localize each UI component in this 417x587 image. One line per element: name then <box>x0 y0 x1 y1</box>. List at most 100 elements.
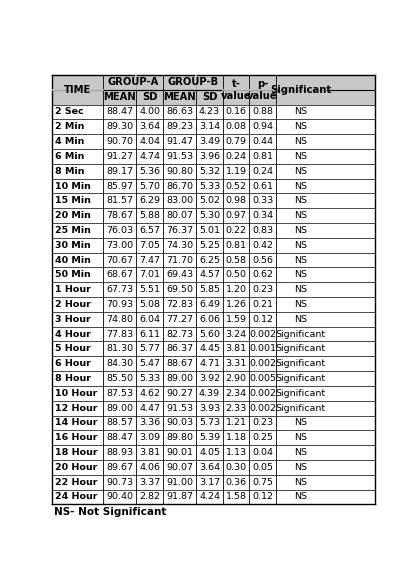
Text: 10 Hour: 10 Hour <box>55 389 97 398</box>
Text: 6 Hour: 6 Hour <box>55 359 90 368</box>
Text: 10 Min: 10 Min <box>55 181 90 191</box>
Text: 2.34: 2.34 <box>226 389 246 398</box>
Text: 4.39: 4.39 <box>199 389 220 398</box>
Text: 91.87: 91.87 <box>166 492 193 501</box>
Text: 82.73: 82.73 <box>166 329 193 339</box>
Text: 86.63: 86.63 <box>166 107 193 116</box>
Text: 69.43: 69.43 <box>166 271 193 279</box>
Text: 6.04: 6.04 <box>139 315 160 324</box>
Text: NS- Not Significant: NS- Not Significant <box>54 507 166 517</box>
Text: 88.47: 88.47 <box>106 107 133 116</box>
Text: 5.77: 5.77 <box>139 345 160 353</box>
Bar <box>52 297 375 312</box>
Text: 5.01: 5.01 <box>199 226 220 235</box>
Text: 3.36: 3.36 <box>139 419 161 427</box>
Text: 0.12: 0.12 <box>252 315 273 324</box>
Text: 0.21: 0.21 <box>252 300 273 309</box>
Text: 81.30: 81.30 <box>106 345 133 353</box>
Text: 6.11: 6.11 <box>139 329 160 339</box>
Text: 85.97: 85.97 <box>106 181 133 191</box>
Text: 0.12: 0.12 <box>252 492 273 501</box>
Text: 5.85: 5.85 <box>199 285 220 294</box>
Text: 50 Min: 50 Min <box>55 271 90 279</box>
Text: Significant: Significant <box>276 329 326 339</box>
Text: 0.79: 0.79 <box>226 137 246 146</box>
Text: 0.58: 0.58 <box>226 255 246 265</box>
Bar <box>52 386 375 401</box>
Text: 5.02: 5.02 <box>199 196 220 205</box>
Text: 90.27: 90.27 <box>166 389 193 398</box>
Text: 7.01: 7.01 <box>139 271 160 279</box>
Text: NS: NS <box>294 478 307 487</box>
Text: 87.53: 87.53 <box>106 389 133 398</box>
Text: NS: NS <box>294 448 307 457</box>
Text: 0.83: 0.83 <box>252 226 273 235</box>
Text: 6.57: 6.57 <box>139 226 160 235</box>
Text: 0.88: 0.88 <box>252 107 273 116</box>
Text: 30 Min: 30 Min <box>55 241 90 249</box>
Text: 70.93: 70.93 <box>106 300 133 309</box>
Text: 16 Hour: 16 Hour <box>55 433 97 442</box>
Text: 2.82: 2.82 <box>139 492 160 501</box>
Text: 5.60: 5.60 <box>199 329 220 339</box>
Text: 0.61: 0.61 <box>252 181 273 191</box>
Text: GROUP-B: GROUP-B <box>167 77 219 87</box>
Text: 90.80: 90.80 <box>166 167 193 176</box>
Text: 0.94: 0.94 <box>252 122 273 131</box>
Bar <box>52 475 375 490</box>
Text: 0.56: 0.56 <box>252 255 273 265</box>
Text: GROUP-A: GROUP-A <box>108 77 159 87</box>
Bar <box>52 119 375 134</box>
Text: 0.42: 0.42 <box>252 241 273 249</box>
Bar <box>52 401 375 416</box>
Bar <box>52 75 375 90</box>
Text: 20 Min: 20 Min <box>55 211 90 220</box>
Text: 89.17: 89.17 <box>106 167 133 176</box>
Text: 0.22: 0.22 <box>226 226 246 235</box>
Text: 70.67: 70.67 <box>106 255 133 265</box>
Text: 1 Hour: 1 Hour <box>55 285 90 294</box>
Text: 7.47: 7.47 <box>139 255 160 265</box>
Bar <box>52 178 375 193</box>
Text: NS: NS <box>294 152 307 161</box>
Text: 0.23: 0.23 <box>252 285 273 294</box>
Text: 4 Min: 4 Min <box>55 137 84 146</box>
Text: 2.33: 2.33 <box>225 404 246 413</box>
Text: 25 Min: 25 Min <box>55 226 90 235</box>
Bar <box>52 371 375 386</box>
Text: 89.23: 89.23 <box>166 122 193 131</box>
Bar <box>52 252 375 268</box>
Text: 0.08: 0.08 <box>226 122 246 131</box>
Bar <box>52 164 375 178</box>
Text: 90.03: 90.03 <box>166 419 193 427</box>
Bar <box>52 342 375 356</box>
Text: SD: SD <box>142 92 158 102</box>
Text: 18 Hour: 18 Hour <box>55 448 97 457</box>
Text: 0.52: 0.52 <box>226 181 246 191</box>
Text: 90.01: 90.01 <box>166 448 193 457</box>
Bar <box>52 356 375 371</box>
Bar <box>52 282 375 297</box>
Text: 5.36: 5.36 <box>139 167 160 176</box>
Text: 1.59: 1.59 <box>226 315 246 324</box>
Text: 88.57: 88.57 <box>106 419 133 427</box>
Bar <box>52 312 375 327</box>
Text: 84.30: 84.30 <box>106 359 133 368</box>
Text: NS: NS <box>294 137 307 146</box>
Text: Significant: Significant <box>276 389 326 398</box>
Bar <box>52 223 375 238</box>
Text: 22 Hour: 22 Hour <box>55 478 97 487</box>
Text: 0.005: 0.005 <box>249 374 276 383</box>
Text: 90.73: 90.73 <box>106 478 133 487</box>
Text: MEAN: MEAN <box>103 92 136 102</box>
Text: 5.33: 5.33 <box>199 181 220 191</box>
Text: 0.04: 0.04 <box>252 448 273 457</box>
Bar <box>52 134 375 149</box>
Text: 0.75: 0.75 <box>252 478 273 487</box>
Text: 76.03: 76.03 <box>106 226 133 235</box>
Text: 0.002: 0.002 <box>249 329 276 339</box>
Text: 91.53: 91.53 <box>166 404 193 413</box>
Text: 24 Hour: 24 Hour <box>55 492 97 501</box>
Text: 91.27: 91.27 <box>106 152 133 161</box>
Text: 40 Min: 40 Min <box>55 255 90 265</box>
